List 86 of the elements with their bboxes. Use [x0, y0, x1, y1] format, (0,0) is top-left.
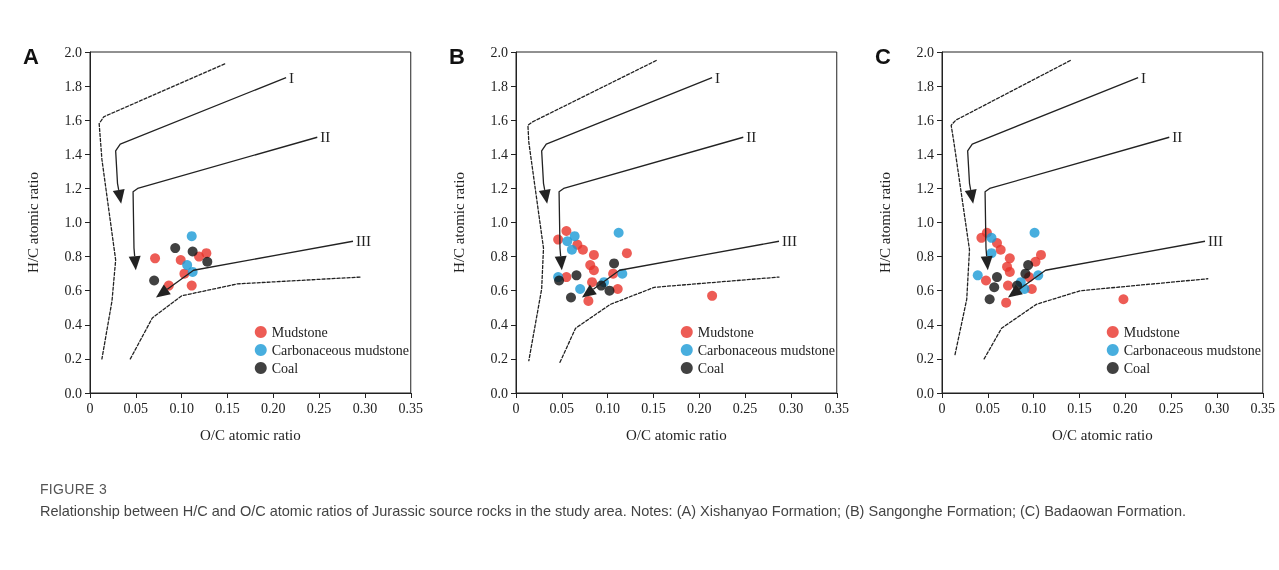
y-tick-label: 1.2 [64, 180, 82, 196]
y-tick-label: 1.6 [916, 112, 934, 128]
y-tick-label: 0.6 [490, 283, 508, 299]
x-tick-label: 0.05 [975, 400, 1001, 416]
y-tick-label: 1.6 [64, 112, 82, 128]
chart-title: A [23, 43, 39, 69]
y-tick-label: 0.2 [64, 351, 82, 367]
legend-label: Mudstone [697, 324, 754, 340]
y-axis-title: H/C atomic ratio [450, 172, 467, 273]
legend-label: Carbonaceous mudstone [1123, 342, 1261, 358]
x-tick-label: 0.35 [824, 400, 849, 416]
y-tick-label: 0.6 [916, 283, 934, 299]
y-tick-label: 2.0 [64, 44, 82, 60]
annotation: III [1208, 233, 1224, 250]
y-tick-label: 0.2 [490, 351, 508, 367]
y-tick-label: 0.8 [490, 249, 508, 265]
x-tick-label: 0.25 [306, 400, 332, 416]
chart-title: B [449, 43, 465, 69]
x-axis-title: O/C atomic ratio [625, 426, 727, 443]
y-tick-label: 1.4 [64, 146, 82, 162]
annotation: III [782, 233, 798, 250]
x-tick-label: 0.20 [261, 400, 286, 416]
y-tick-label: 0.6 [64, 283, 82, 299]
y-tick-label: 1.4 [916, 146, 934, 162]
x-tick-label: 0.20 [687, 400, 712, 416]
x-tick-label: 0 [512, 400, 520, 416]
x-tick-label: 0.15 [215, 400, 240, 416]
y-tick-label: 0.8 [64, 249, 82, 265]
y-tick-label: 1.8 [64, 78, 82, 94]
annotation: II [746, 129, 757, 146]
y-tick-label: 0.0 [64, 385, 82, 401]
y-tick-label: 0.2 [916, 351, 934, 367]
legend-label: Coal [1123, 360, 1151, 376]
y-axis-title: H/C atomic ratio [24, 172, 41, 273]
y-tick-label: 1.0 [490, 215, 508, 230]
y-tick-label: 1.2 [490, 180, 508, 196]
legend-label: Mudstone [271, 324, 328, 340]
x-axis-title: O/C atomic ratio [1051, 426, 1153, 443]
x-tick-label: 0.35 [1250, 400, 1275, 416]
annotation: II [1172, 129, 1183, 146]
x-tick-label: 0 [86, 400, 94, 416]
annotation: I [1141, 69, 1147, 86]
y-tick-label: 0.4 [490, 317, 508, 333]
x-tick-label: 0.20 [1113, 400, 1138, 416]
y-tick-label: 0.0 [490, 385, 508, 401]
x-tick-label: 0.10 [595, 400, 620, 416]
legend-label: Carbonaceous mudstone [697, 342, 835, 358]
legend-label: Coal [697, 360, 725, 376]
y-tick-label: 1.8 [916, 78, 934, 94]
y-tick-label: 1.4 [490, 146, 508, 162]
y-axis-title: H/C atomic ratio [876, 172, 893, 273]
annotation: III [356, 233, 372, 250]
y-tick-label: 1.0 [916, 215, 934, 230]
caption: FIGURE 3 [40, 480, 108, 499]
y-tick-label: 2.0 [490, 44, 508, 60]
x-tick-label: 0.30 [778, 400, 804, 416]
x-tick-label: 0.15 [1067, 400, 1092, 416]
x-tick-label: 0.25 [1158, 400, 1184, 416]
y-tick-label: 0.4 [916, 317, 934, 333]
y-tick-label: 1.8 [490, 78, 508, 94]
y-tick-label: 2.0 [916, 44, 934, 60]
x-tick-label: 0.05 [549, 400, 575, 416]
x-tick-label: 0 [938, 400, 946, 416]
x-tick-label: 0.35 [398, 400, 423, 416]
x-tick-label: 0.10 [169, 400, 194, 416]
y-tick-label: 1.2 [916, 180, 934, 196]
x-tick-label: 0.30 [1204, 400, 1230, 416]
y-tick-label: 1.6 [490, 112, 508, 128]
x-tick-label: 0.30 [352, 400, 378, 416]
annotation: I [289, 69, 295, 86]
x-tick-label: 0.25 [732, 400, 758, 416]
y-tick-label: 1.0 [64, 215, 82, 230]
chart-title: C [875, 43, 891, 69]
x-tick-label: 0.10 [1021, 400, 1046, 416]
legend-label: Mudstone [1123, 324, 1180, 340]
legend-label: Coal [271, 360, 299, 376]
legend-label: Carbonaceous mudstone [271, 342, 409, 358]
annotation: I [715, 69, 721, 86]
x-tick-label: 0.15 [641, 400, 666, 416]
x-axis-title: O/C atomic ratio [199, 426, 301, 443]
text: Relationship between H/C and O/C atomic ratios of Jurassic source rocks in the study area. Notes: (A) Xishanyao Formation; (B) Sangonghe Formation; (C) Badaowan Formation. [40, 502, 1188, 521]
y-tick-label: 0.4 [64, 317, 82, 333]
y-tick-label: 0.0 [916, 385, 934, 401]
x-tick-label: 0.05 [123, 400, 149, 416]
annotation: II [320, 129, 331, 146]
y-tick-label: 0.8 [916, 249, 934, 265]
